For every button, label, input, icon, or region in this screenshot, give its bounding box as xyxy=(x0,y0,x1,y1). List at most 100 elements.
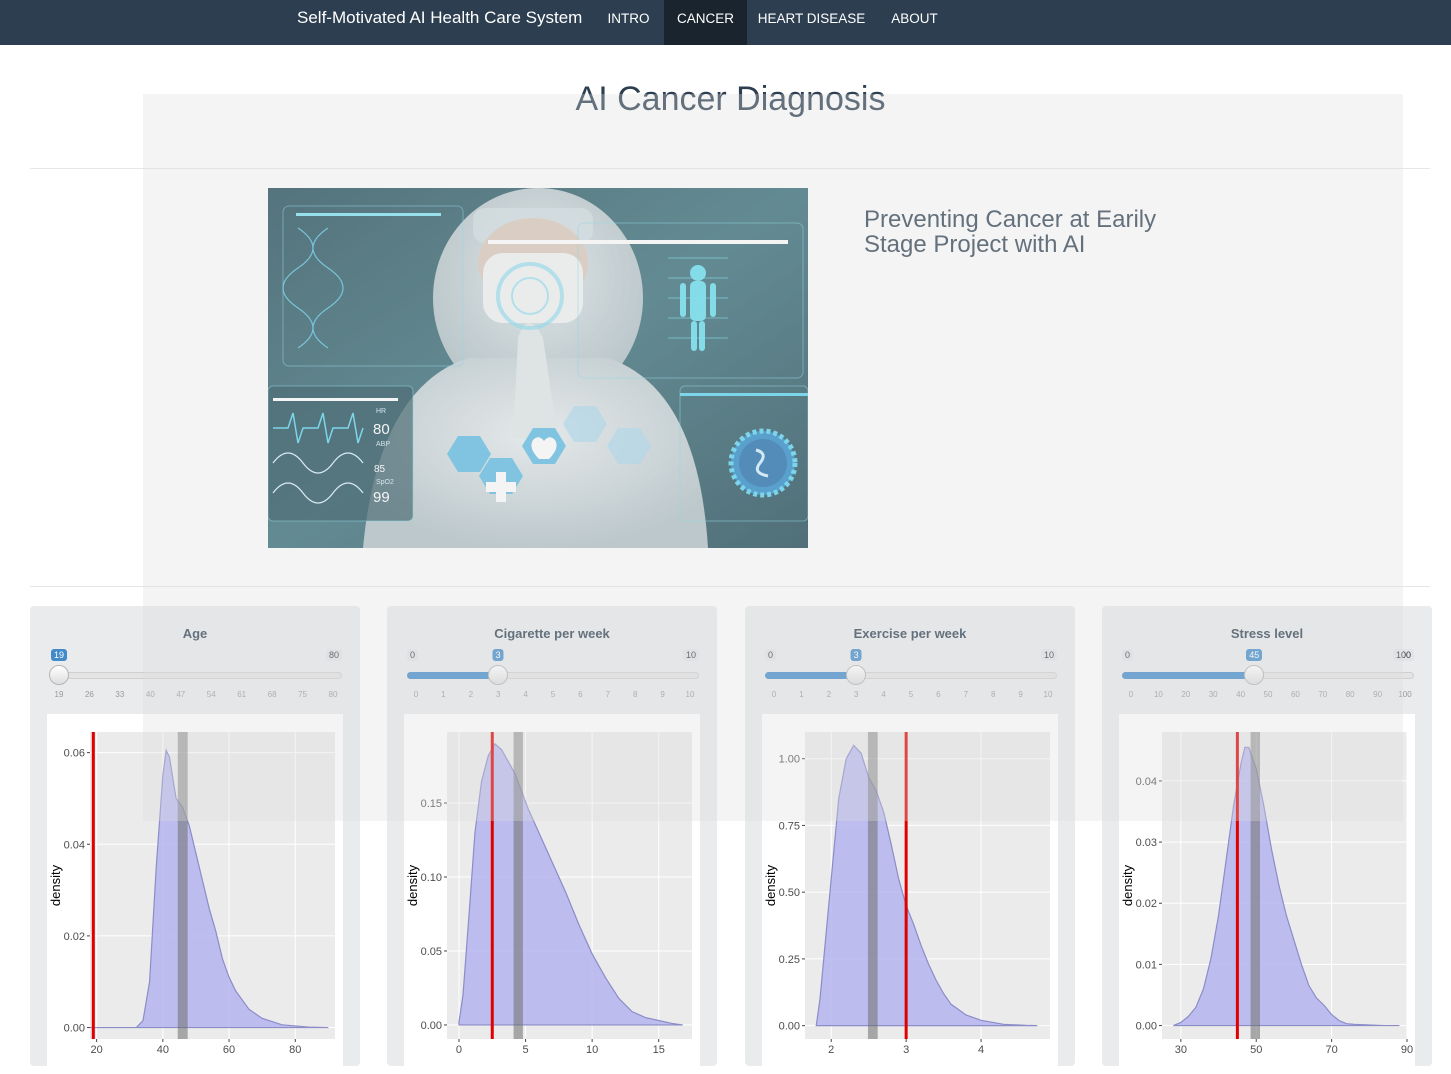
density-area xyxy=(1173,746,1400,1027)
slider-tick-label: 2 xyxy=(826,690,832,699)
slider-fill xyxy=(1122,672,1255,679)
slider-tick-label: 10 xyxy=(685,690,695,699)
slider-handle[interactable] xyxy=(846,665,867,685)
slider-tick-label: 0 xyxy=(771,690,777,699)
panel-exercise: Exercise per week 0 10 3 0 1 2 3 4 5 6 7 8 9 10 0.00 0… xyxy=(745,606,1075,1074)
slider-tick-label: 9 xyxy=(1018,690,1023,699)
slider-grid: 0 1 2 3 4 5 6 7 8 9 10 xyxy=(765,686,1057,704)
slider-tick-label: 10 xyxy=(1043,690,1053,699)
y-tick-label: 0.50 xyxy=(779,887,800,899)
slider-tick-label: 6 xyxy=(578,690,583,699)
x-tick-label: 3 xyxy=(903,1044,909,1056)
slider-tick-label: 100 xyxy=(1398,690,1412,699)
slider-tick-label: 70 xyxy=(1318,690,1328,699)
slider-grid: 0 10 20 30 40 50 60 70 80 90 100 xyxy=(1122,686,1414,704)
x-tick-label: 20 xyxy=(90,1044,102,1056)
y-tick-label: 0.10 xyxy=(421,872,442,884)
slider-track[interactable] xyxy=(50,672,342,679)
x-tick-label: 30 xyxy=(1175,1044,1187,1056)
slider-tick-label: 7 xyxy=(605,690,611,699)
x-tick-label: 90 xyxy=(1401,1044,1413,1056)
y-tick-label: 0.03 xyxy=(1136,837,1157,849)
input-label-age: Age xyxy=(182,626,208,641)
y-tick-label: 0.00 xyxy=(421,1020,442,1032)
y-tick-label: 0.01 xyxy=(1136,959,1157,971)
y-tick-label: 0.02 xyxy=(64,931,85,943)
nav-heart-disease[interactable]: HEART DISEASE xyxy=(757,11,866,26)
slider-tick-label: 19 xyxy=(54,690,64,699)
slider-tick-label: 1 xyxy=(441,690,446,699)
panel-cigarette: Cigarette per week 0 10 3 0 1 2 3 4 5 6 7 8 9 10 0.00… xyxy=(387,606,717,1074)
slider-tick-label: 26 xyxy=(84,690,94,699)
slider-handle[interactable] xyxy=(49,665,69,685)
y-tick-label: 0.15 xyxy=(421,798,442,810)
slider-tick-label: 2 xyxy=(468,690,474,699)
panel-age: Age 19801919263340475461687580 0.000.020… xyxy=(30,606,360,1074)
y-tick-label: 0.25 xyxy=(779,954,800,966)
slider-tick-label: 3 xyxy=(853,690,859,699)
brand-title[interactable]: Self-Motivated AI Health Care System xyxy=(297,8,583,27)
slider-tick-label: 33 xyxy=(115,690,125,699)
slider-grid: 0 1 2 3 4 5 6 7 8 9 10 xyxy=(407,686,699,704)
x-tick-label: 50 xyxy=(1250,1044,1262,1056)
y-tick-label: 0.06 xyxy=(64,748,85,760)
x-tick-label: 70 xyxy=(1325,1044,1337,1056)
slider-tick-label: 10 xyxy=(1153,690,1163,699)
stress-slider[interactable]: 0 100 45 0 10 20 30 40 50 60 70 80 90 100 xyxy=(1122,648,1414,704)
spo2-value: 99 xyxy=(373,489,390,506)
mean-band xyxy=(177,732,188,1039)
slider-handle[interactable] xyxy=(1244,665,1265,685)
age-slider[interactable]: 19801919263340475461687580 xyxy=(49,648,342,704)
y-axis-label: density xyxy=(763,864,778,906)
slider-tick-label: 80 xyxy=(328,690,338,699)
x-tick-label: 60 xyxy=(223,1044,235,1056)
nav-cancer[interactable]: CANCER xyxy=(664,0,747,45)
slider-max-label: 80 xyxy=(325,649,342,661)
divider xyxy=(30,168,1430,169)
slider-tick-label: 75 xyxy=(298,690,307,699)
y-tick-label: 0.00 xyxy=(64,1023,85,1035)
slider-tick-label: 68 xyxy=(267,690,277,699)
divider xyxy=(30,586,1430,587)
slider-tick-label: 4 xyxy=(881,690,886,699)
slider-tick-label: 61 xyxy=(237,690,247,699)
slider-tick-label: 54 xyxy=(206,690,216,699)
slider-tick-label: 80 xyxy=(1345,690,1355,699)
nav-about[interactable]: ABOUT xyxy=(891,11,938,26)
slider-handle[interactable] xyxy=(488,665,509,685)
y-tick-label: 1.00 xyxy=(779,754,800,766)
x-tick-label: 10 xyxy=(586,1044,598,1056)
slider-tick-label: 9 xyxy=(660,690,665,699)
x-tick-label: 15 xyxy=(653,1044,665,1056)
hr-value: 80 xyxy=(373,421,390,438)
cigarette-slider[interactable]: 0 10 3 0 1 2 3 4 5 6 7 8 9 10 xyxy=(407,648,699,704)
slider-tick-label: 5 xyxy=(550,690,556,699)
x-tick-label: 80 xyxy=(289,1044,301,1056)
slider-grid: 19 26 33 40 47 54 61 68 75 80 xyxy=(50,686,342,704)
cigarette-density-plot: 0.00 0.05 0.10 0.15 0 5 10 15 density xyxy=(404,714,700,1074)
hr-label: HR xyxy=(376,408,386,415)
slider-value-label: 19 xyxy=(50,649,68,661)
slider-tick-label: 50 xyxy=(1263,690,1273,699)
exercise-slider[interactable]: 0 10 3 0 1 2 3 4 5 6 7 8 9 10 xyxy=(765,648,1057,704)
slider-tick-label: 1 xyxy=(799,690,804,699)
slider-tick-label: 60 xyxy=(1290,690,1300,699)
slider-fill xyxy=(765,672,857,679)
y-tick-label: 0.75 xyxy=(779,820,800,832)
slider-tick-label: 40 xyxy=(145,690,155,699)
density-area xyxy=(90,748,329,1029)
slider-fill xyxy=(407,672,499,679)
x-tick-label: 4 xyxy=(978,1044,984,1056)
y-tick-label: 0.00 xyxy=(779,1021,800,1033)
slider-max-label: 10 xyxy=(682,649,699,661)
slider-value-label: 45 xyxy=(1246,649,1263,661)
hero-image: HR 80 ABP 85 SpO2 99 xyxy=(268,188,808,548)
nav-intro[interactable]: INTRO xyxy=(607,11,650,26)
abp-value: 85 xyxy=(374,464,386,475)
input-label-exercise: Exercise per week xyxy=(853,626,967,641)
slider-max-label: 100 xyxy=(1392,649,1414,661)
mean-band xyxy=(1250,732,1260,1039)
x-tick-label: 40 xyxy=(157,1044,169,1056)
slider-tick-label: 5 xyxy=(908,690,914,699)
input-label-stress: Stress level xyxy=(1230,626,1304,641)
